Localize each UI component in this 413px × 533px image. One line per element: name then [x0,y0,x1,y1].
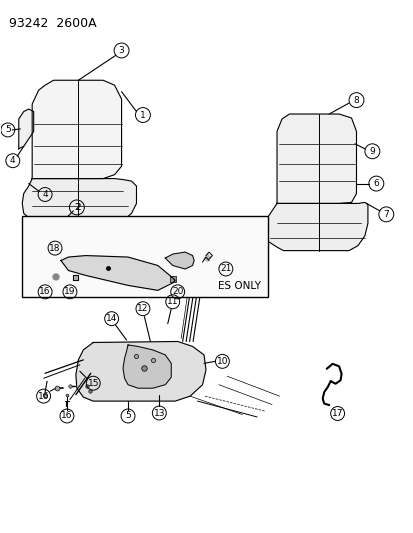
Text: 4: 4 [10,156,16,165]
Text: 17: 17 [331,409,342,418]
Polygon shape [19,109,33,149]
Polygon shape [22,179,136,224]
Text: 6: 6 [373,179,378,188]
Text: 11: 11 [166,297,178,306]
Circle shape [53,274,59,280]
Text: 5: 5 [5,125,11,134]
Polygon shape [204,254,211,261]
Text: 21: 21 [220,264,231,273]
Text: 20: 20 [171,287,183,296]
Text: 9: 9 [369,147,374,156]
Text: 8: 8 [353,95,358,104]
Text: 15: 15 [87,379,99,387]
Text: 2: 2 [74,203,79,212]
Text: 16: 16 [38,392,49,401]
Text: 19: 19 [64,287,76,296]
Text: 12: 12 [137,304,148,313]
Polygon shape [76,342,206,401]
Text: ES ONLY: ES ONLY [217,281,260,291]
FancyBboxPatch shape [22,216,268,297]
Text: 4: 4 [42,190,48,199]
Text: 93242  2600A: 93242 2600A [9,17,96,30]
Text: 3: 3 [119,46,124,55]
Polygon shape [276,114,356,204]
Polygon shape [32,80,121,179]
Text: 18: 18 [49,244,61,253]
Text: 5: 5 [125,411,131,421]
Text: 7: 7 [382,210,388,219]
Polygon shape [165,252,194,269]
Polygon shape [265,203,367,251]
Text: 16: 16 [61,411,73,421]
Text: 2: 2 [76,203,81,212]
Polygon shape [73,276,78,280]
Text: 14: 14 [106,314,117,323]
Polygon shape [123,345,171,388]
Text: 10: 10 [216,357,228,366]
Text: 16: 16 [39,287,51,296]
Text: 13: 13 [153,408,165,417]
Polygon shape [61,256,175,290]
Text: 1: 1 [140,110,145,119]
